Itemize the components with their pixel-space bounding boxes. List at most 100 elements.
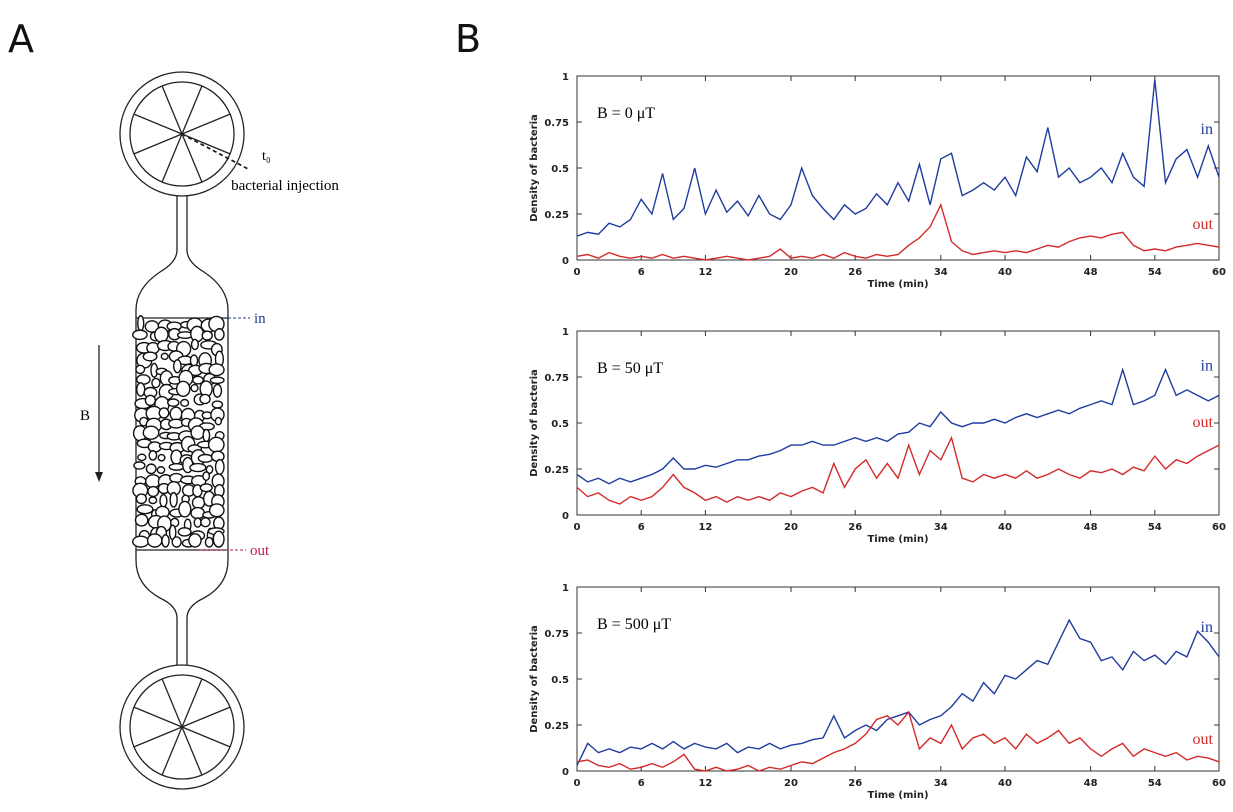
series-line [576,79,1220,237]
porous-medium [132,314,225,548]
grain [189,462,207,473]
spoke [161,133,183,183]
injection-label: bacterial injection [231,178,339,194]
grain [208,503,225,518]
legend-label: in [1201,357,1213,374]
y-tick-label: 0.75 [544,373,569,384]
field-arrow-head [95,472,103,482]
grain [190,506,206,520]
grain [199,483,213,493]
grain [190,383,199,393]
series-line [576,618,1220,766]
grain [144,394,157,407]
grain [146,533,163,548]
y-tick-label: 0.75 [544,118,569,129]
grain [199,393,211,405]
y-tick-label: 1 [562,583,569,594]
grain [160,352,169,361]
y-tick-label: 0.75 [544,629,569,640]
grain [202,471,211,481]
x-axis-title: Time (min) [867,534,928,545]
x-tick-label: 40 [998,778,1012,789]
x-tick-label: 6 [638,267,645,278]
grain [133,461,146,470]
spoke [133,726,183,748]
x-tick-label: 26 [848,267,862,278]
y-axis-title: Density of bacteria [529,369,540,477]
grain [148,496,158,505]
legend-label: in [1201,619,1213,636]
x-tick-label: 48 [1084,522,1098,533]
grain [169,491,178,508]
grain [135,364,146,375]
grain [171,536,182,548]
series-line [576,202,1220,261]
grain [147,485,160,498]
series-line [576,435,1220,505]
injection-pointer [181,133,251,171]
grain [212,530,225,548]
annotation: B = 500 μT [597,616,671,633]
spoke [181,133,203,183]
grain [154,326,169,343]
grain [157,453,166,462]
y-tick-label: 0.25 [544,721,569,732]
x-tick-label: 0 [574,778,581,789]
x-tick-label: 34 [934,522,948,533]
legend-label: out [1193,731,1214,748]
inlet-label: in [254,311,266,327]
grain [188,533,202,548]
x-tick-label: 40 [998,267,1012,278]
grain [207,436,225,453]
panel-label: A [8,17,34,61]
field-label: B [80,408,90,424]
spoke [161,85,183,135]
spoke [133,113,183,135]
y-tick-label: 0.5 [551,675,569,686]
x-tick-label: 20 [784,267,798,278]
grain [134,513,149,527]
legend-label: out [1193,216,1214,233]
grain [142,351,158,362]
x-tick-label: 26 [848,522,862,533]
spoke [133,133,183,155]
grain [190,338,200,351]
grain [168,462,185,471]
grain [132,535,150,548]
series-line [576,367,1220,485]
grain [137,453,147,462]
grain [142,425,160,440]
spoke [181,726,203,776]
grain [159,493,168,508]
spoke [161,678,183,728]
grain [193,517,202,528]
legend-label: out [1193,414,1214,431]
injection-time: t₀ [262,149,271,164]
grain [148,450,158,461]
x-tick-label: 12 [698,267,712,278]
grain [173,359,182,374]
annotation: B = 0 μT [597,105,655,122]
x-tick-label: 12 [698,522,712,533]
grain [205,464,214,475]
grain [214,416,223,426]
grain [156,466,166,474]
grain [151,377,161,389]
y-axis-title: Density of bacteria [529,114,540,222]
grain [158,407,170,419]
grain [180,398,190,407]
grain [167,398,180,407]
grain [136,382,146,397]
spoke [181,678,203,728]
x-tick-label: 6 [638,778,645,789]
grain [137,314,145,332]
x-tick-label: 54 [1148,522,1162,533]
x-tick-label: 34 [934,267,948,278]
annotation: B = 50 μT [597,360,663,377]
spoke [181,113,231,135]
y-tick-label: 0.5 [551,419,569,430]
x-tick-label: 48 [1084,778,1098,789]
grain [208,363,225,377]
grain [178,500,192,518]
